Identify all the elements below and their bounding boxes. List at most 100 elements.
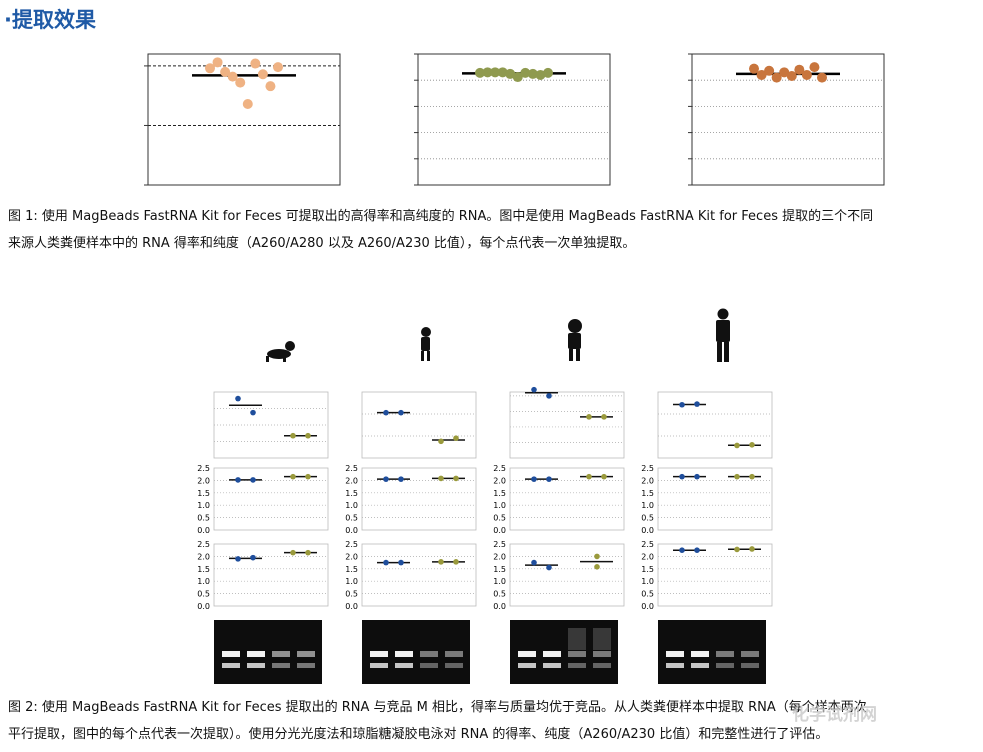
- data-point: [438, 438, 444, 445]
- y-tick-label: 1.5: [197, 565, 210, 574]
- figure-2-caption-line-2: 平行提取，图中的每个点代表一次提取）。使用分光光度法和琼脂糖凝胶电泳对 RNA …: [8, 727, 829, 742]
- fig2-group-3: 0.0 0.5 1.0 1.5 2.0 2.5 0.0 0.5 1.0 1.5 2.0 2.5: [493, 319, 625, 684]
- figure-1: [144, 53, 885, 186]
- data-point: [212, 57, 223, 68]
- data-point: [242, 99, 253, 110]
- child-silhouette-icon: [568, 319, 582, 361]
- y-tick-label: 1.0: [197, 577, 210, 586]
- data-point: [220, 66, 231, 77]
- y-tick-label: 2.5: [641, 464, 654, 473]
- data-point: [586, 414, 592, 420]
- data-point: [475, 67, 485, 78]
- data-point: [398, 476, 404, 482]
- data-point: [694, 547, 700, 553]
- data-point: [250, 554, 256, 561]
- data-point: [756, 69, 767, 80]
- plot-frame: [361, 543, 477, 607]
- data-point: [235, 77, 246, 88]
- data-point: [383, 476, 389, 482]
- data-point: [734, 546, 740, 553]
- y-tick-label: 0.0: [493, 526, 506, 535]
- data-point: [398, 409, 404, 416]
- plot-frame: [213, 467, 329, 531]
- y-tick-label: 1.0: [493, 577, 506, 586]
- gel-band: [741, 663, 759, 668]
- y-tick-label: 1.5: [641, 565, 654, 574]
- gel-band: [666, 663, 684, 668]
- data-point: [546, 476, 552, 482]
- gel-band: [716, 663, 734, 668]
- gel-band: [518, 651, 536, 657]
- figure-2-caption: 图 2: 使用 MagBeads FastRNA Kit for Feces 提…: [8, 694, 867, 748]
- figure-1-caption: 图 1: 使用 MagBeads FastRNA Kit for Feces 可…: [8, 203, 873, 257]
- data-point: [794, 64, 805, 75]
- data-point: [786, 71, 797, 82]
- gel-smear: [568, 628, 586, 650]
- gel-band: [445, 663, 463, 668]
- y-tick-label: 1.5: [345, 489, 358, 498]
- plot-frame: [657, 543, 773, 607]
- plot-frame: [213, 391, 329, 459]
- gel-band: [741, 651, 759, 657]
- icon-leg: [576, 349, 580, 361]
- toddler-silhouette-icon: [421, 327, 431, 361]
- panel-yield: [213, 391, 329, 459]
- gel-band: [272, 651, 290, 657]
- data-point: [546, 393, 552, 399]
- gel-band: [247, 663, 265, 668]
- data-point: [383, 409, 389, 416]
- icon-leg: [724, 342, 729, 362]
- y-tick-label: 1.0: [345, 577, 358, 586]
- y-tick-label: 2.0: [345, 552, 358, 561]
- data-point: [531, 476, 537, 482]
- panel-yield: [509, 386, 625, 459]
- data-point: [438, 559, 444, 565]
- data-point: [250, 477, 256, 483]
- gel-band: [420, 663, 438, 668]
- data-point: [679, 547, 685, 553]
- gel-band: [247, 651, 265, 657]
- data-point: [809, 62, 820, 73]
- y-tick-label: 2.0: [641, 552, 654, 561]
- y-tick-label: 2.0: [493, 476, 506, 485]
- data-point: [749, 473, 755, 480]
- gel-band: [691, 663, 709, 668]
- gel-band: [272, 663, 290, 668]
- data-point: [265, 81, 276, 92]
- y-tick-label: 1.0: [641, 501, 654, 510]
- figure-1-caption-line-1: 图 1: 使用 MagBeads FastRNA Kit for Feces 可…: [8, 209, 874, 224]
- gel-band: [395, 651, 413, 657]
- panel-a280: 0.0 0.5 1.0 1.5 2.0 2.5: [493, 464, 625, 535]
- data-point: [801, 69, 812, 80]
- data-point: [383, 559, 389, 566]
- data-point: [694, 473, 700, 480]
- data-point: [601, 414, 607, 420]
- data-point: [531, 559, 537, 566]
- fig1-panel-2: [414, 53, 611, 186]
- icon-leg: [717, 342, 722, 362]
- gel-band: [666, 651, 684, 657]
- y-tick-label: 1.5: [197, 489, 210, 498]
- data-point: [771, 72, 782, 83]
- y-tick-label: 2.0: [197, 476, 210, 485]
- fig1-panel-1: [144, 53, 341, 186]
- gel-smear: [593, 628, 611, 650]
- data-point: [749, 442, 755, 448]
- gel-band: [593, 663, 611, 668]
- gel-band: [395, 663, 413, 668]
- y-tick-label: 1.5: [493, 489, 506, 498]
- plot-frame: [213, 543, 329, 607]
- plot-frame: [509, 391, 625, 459]
- y-tick-label: 1.0: [345, 501, 358, 510]
- data-point: [497, 67, 508, 78]
- y-tick-label: 1.0: [641, 577, 654, 586]
- y-tick-label: 2.5: [345, 540, 358, 549]
- figure-1-caption-line-2: 来源人类粪便样本中的 RNA 得率和纯度（A260/A280 以及 A260/A…: [8, 236, 636, 251]
- data-point: [520, 67, 531, 78]
- panel-a230: 0.0 0.5 1.0 1.5 2.0 2.5: [641, 540, 773, 611]
- figure-2-caption-line-1: 图 2: 使用 MagBeads FastRNA Kit for Feces 提…: [8, 700, 867, 715]
- icon-leg: [569, 349, 573, 361]
- data-point: [543, 67, 553, 78]
- data-point: [290, 549, 296, 556]
- y-tick-label: 0.5: [641, 514, 654, 523]
